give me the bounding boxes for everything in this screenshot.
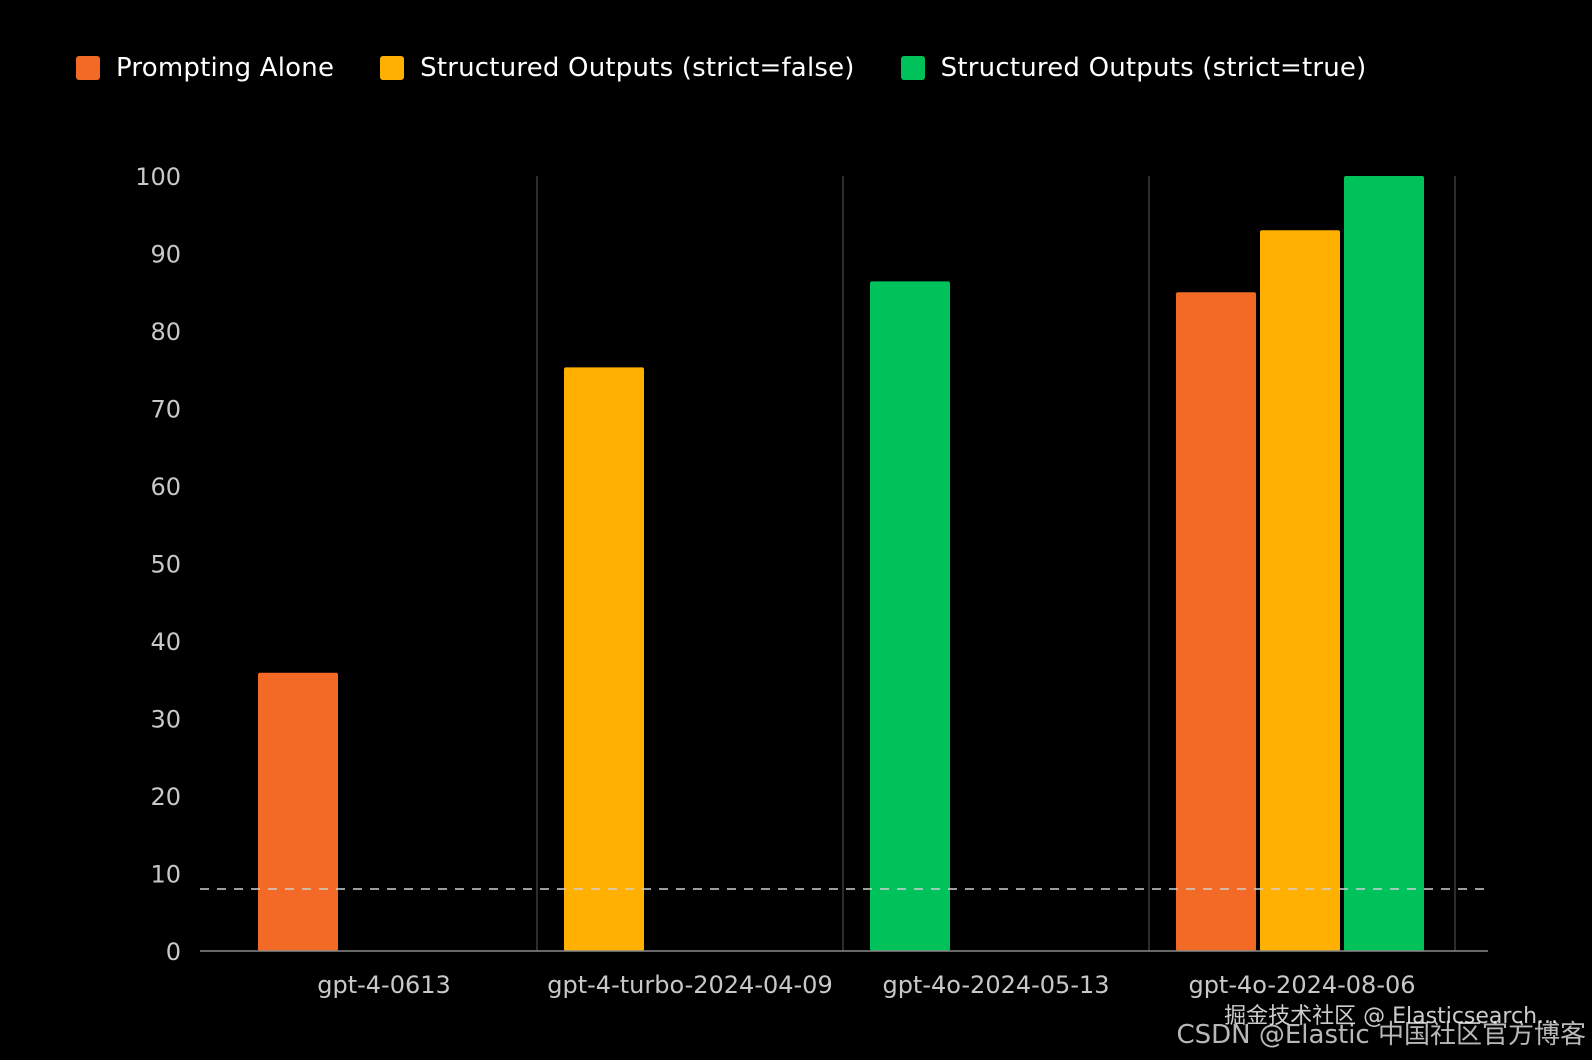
y-tick-label: 80 [150, 318, 181, 346]
y-tick-label: 70 [150, 396, 181, 424]
bar-gpt-4o-2024-08-06-series-2 [1344, 176, 1424, 951]
legend-swatch-strict-true [900, 56, 925, 80]
bars [258, 176, 1424, 951]
x-category-label: gpt-4-turbo-2024-04-09 [547, 971, 832, 999]
legend-swatch-prompting-alone [76, 56, 100, 80]
y-tick-label: 50 [150, 551, 181, 579]
watermark-line-2: CSDN @Elastic 中国社区官方博客 [1176, 1020, 1586, 1050]
y-tick-label: 90 [150, 241, 181, 269]
x-category-label: gpt-4o-2024-05-13 [882, 971, 1109, 999]
bar-gpt-4o-2024-08-06-series-0 [1176, 292, 1256, 951]
legend-item-strict-true: Structured Outputs (strict=true) [900, 53, 1367, 83]
watermark: 掘金技术社区 @ Elasticsearch... CSDN @Elastic … [1176, 1004, 1586, 1050]
watermark-line-1: 掘金技术社区 @ Elasticsearch... [1224, 1004, 1558, 1029]
x-category-label: gpt-4o-2024-08-06 [1188, 971, 1415, 999]
legend-item-prompting-alone: Prompting Alone [76, 53, 334, 83]
bar-gpt-4-turbo-2024-04-09-series-1 [564, 367, 644, 951]
grid-lines [536, 176, 1456, 951]
legend-label-strict-false: Structured Outputs (strict=false) [420, 53, 855, 83]
axes: 0 10 20 30 40 50 60 70 80 90 100 gpt-4-0613 gpt-4-tu… [135, 163, 1488, 999]
y-tick-label: 10 [150, 861, 181, 889]
y-tick-label: 60 [150, 473, 181, 501]
y-tick-label: 0 [166, 938, 181, 966]
y-tick-label: 40 [150, 628, 181, 656]
legend-label-strict-true: Structured Outputs (strict=true) [940, 53, 1367, 83]
y-tick-label: 30 [150, 706, 181, 734]
y-tick-label: 20 [150, 783, 181, 811]
bar-gpt-4o-2024-08-06-series-1 [1260, 230, 1340, 951]
bar-gpt-4-0613-series-0 [258, 672, 338, 951]
legend-label-prompting-alone: Prompting Alone [116, 53, 335, 83]
y-tick-label: 100 [135, 163, 181, 191]
legend-item-strict-false: Structured Outputs (strict=false) [380, 53, 855, 83]
legend-swatch-strict-false [380, 56, 405, 80]
bar-gpt-4o-2024-05-13-series-2 [870, 281, 950, 951]
legend: Prompting Alone Structured Outputs (stri… [76, 50, 1412, 86]
x-category-label: gpt-4-0613 [317, 971, 451, 999]
